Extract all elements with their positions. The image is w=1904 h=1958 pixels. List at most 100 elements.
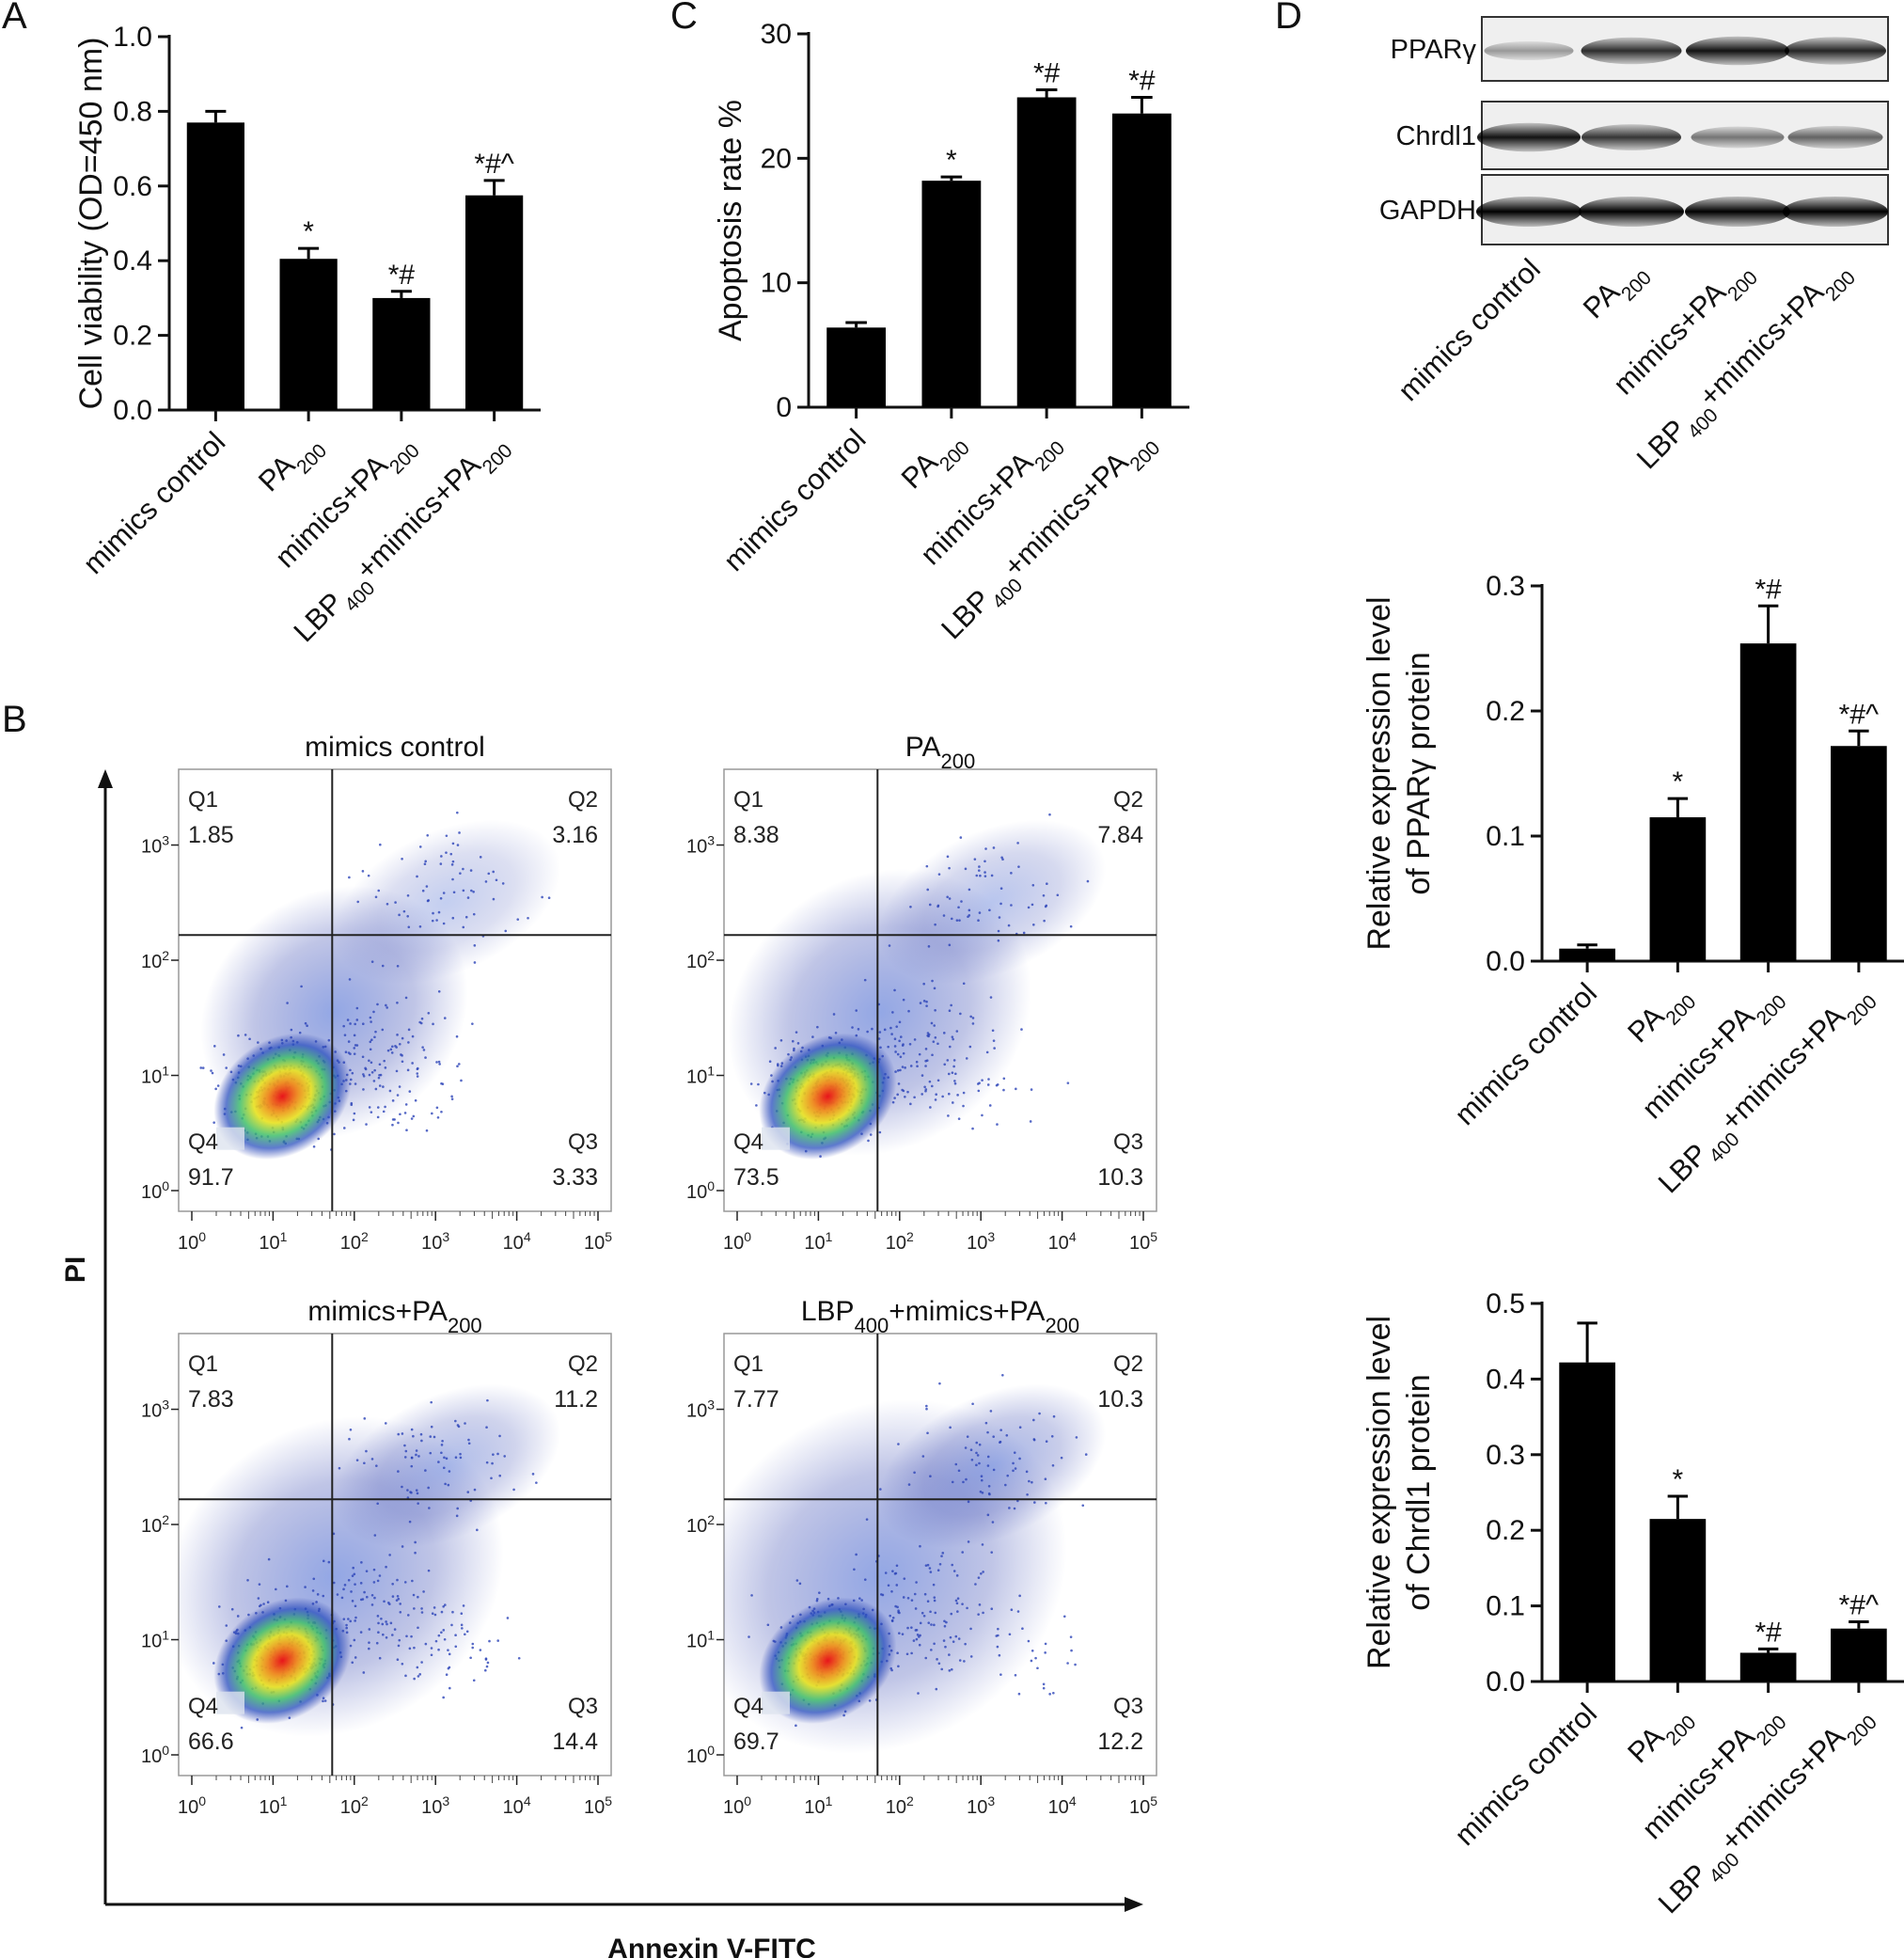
quadrant-q1-value: 7.83	[188, 1386, 234, 1413]
flow-x-tick-label: 102	[886, 1793, 914, 1818]
bar	[826, 327, 887, 407]
significance-label: *#	[1755, 1617, 1782, 1648]
quadrant-q3-label: Q3	[568, 1129, 598, 1155]
flow-cytometry-panel: PI Annexin V-FITC mimics control Q1 1.85 Q2…	[60, 732, 1157, 1958]
flow-y-tick-label: 100	[141, 1178, 169, 1203]
blot-lane-label: PA200	[1577, 252, 1656, 331]
blot-band	[1785, 37, 1886, 65]
blot-lane-label: mimics control	[1392, 252, 1547, 407]
significance-label: *	[1673, 766, 1684, 797]
x-tick-label: mimics control	[77, 425, 232, 580]
panel-letter-d: D	[1275, 0, 1302, 37]
flow-x-tick-label: 105	[1129, 1229, 1157, 1254]
y-tick-label: 0.5	[1486, 1288, 1525, 1319]
y-axis-label-line: Relative expression level	[1361, 1316, 1397, 1669]
quadrant-q1-label: Q1	[188, 1351, 218, 1377]
blot-band	[1581, 124, 1681, 150]
x-tick-label: PA200	[252, 425, 331, 504]
y-tick-label: 0.4	[1486, 1364, 1525, 1395]
ppar-gamma-expression-chart: 0.0 0.1 0.2 0.3 mimics control * PA200 *# mimics…	[1361, 571, 1904, 1199]
y-tick-label: 0.6	[113, 171, 152, 202]
x-tick-label: PA200	[1621, 1697, 1700, 1776]
flow-x-tick-label: 101	[804, 1793, 832, 1818]
x-tick-label: PA200	[1621, 976, 1700, 1055]
flow-plot-title: mimics control	[305, 732, 485, 763]
bar	[1649, 817, 1707, 961]
flow-y-tick-label: 103	[686, 833, 715, 858]
flow-x-tick-label: 100	[178, 1229, 206, 1254]
significance-label: *#^	[1839, 699, 1879, 730]
x-tick-label: mimics+PA200	[1635, 1697, 1790, 1852]
flow-x-tick-label: 101	[804, 1229, 832, 1254]
flow-y-tick-label: 103	[141, 833, 169, 858]
y-tick-label: 0.0	[1486, 1666, 1525, 1697]
y-axis-label: Cell viability (OD=450 nm)	[73, 38, 109, 410]
significance-label: *#	[1128, 65, 1156, 96]
y-tick-label: 1.0	[113, 22, 152, 53]
quadrant-q4-value: 66.6	[188, 1729, 234, 1755]
bar	[921, 181, 982, 407]
bar	[1739, 1652, 1797, 1682]
blot-band	[1477, 122, 1581, 152]
flow-x-tick-label: 103	[421, 1793, 449, 1818]
quadrant-q4-value: 73.5	[733, 1164, 779, 1191]
flow-x-tick-label: 103	[421, 1229, 449, 1254]
y-tick-label: 30	[761, 19, 792, 50]
y-tick-label: 0.2	[1486, 1515, 1525, 1546]
annexin-axis-arrowhead	[1125, 1897, 1143, 1912]
flow-y-tick-label: 102	[686, 1512, 715, 1537]
bar	[465, 195, 524, 410]
flow-x-tick-label: 100	[723, 1793, 751, 1818]
blot-band	[1686, 36, 1789, 66]
y-tick-label: 0.1	[1486, 1591, 1525, 1622]
quadrant-q1-label: Q1	[733, 1351, 763, 1377]
flow-plots: mimics control Q1 1.85 Q2 3.16 Q3 3.33 Q4 91.7 10…	[141, 732, 1157, 1818]
quadrant-q3-label: Q3	[1113, 1694, 1143, 1719]
flow-events	[199, 811, 561, 1161]
bar	[1831, 1628, 1887, 1682]
flow-y-tick-label: 101	[686, 1064, 715, 1088]
y-axis-label-line: of Chrdl1 protein	[1401, 1374, 1437, 1610]
x-tick-label: mimics control	[717, 422, 873, 577]
y-tick-label: 0.2	[1486, 696, 1525, 727]
significance-label: *#^	[474, 149, 513, 180]
chrdl1-expression-chart: 0.0 0.1 0.2 0.3 0.4 0.5 mimics control * PA200 *#…	[1361, 1288, 1904, 1919]
flow-y-tick-label: 101	[141, 1064, 169, 1088]
cell-viability-chart: 0.0 0.2 0.4 0.6 0.8 1.0 mimics control * PA200 *#…	[73, 22, 541, 648]
flow-plot: mimics+PA200 Q1 7.83 Q2 11.2 Q3 14.4 Q4 66.6 100 1…	[141, 1296, 612, 1818]
x-tick-label: mimics control	[1448, 1697, 1603, 1852]
panel-letter-b: B	[2, 699, 27, 740]
y-tick-label: 0.1	[1486, 821, 1525, 852]
y-tick-label: 0.0	[113, 395, 152, 426]
significance-label: *#	[1755, 574, 1782, 605]
flow-y-tick-label: 102	[686, 948, 715, 972]
blot-row-label: Chrdl1	[1396, 121, 1476, 151]
blot-band	[1685, 197, 1790, 227]
flow-plot: mimics control Q1 1.85 Q2 3.16 Q3 3.33 Q4 91.7 10…	[141, 732, 612, 1254]
y-tick-label: 20	[761, 143, 792, 174]
annexin-axis-label: Annexin V-FITC	[607, 1934, 816, 1958]
significance-label: *	[946, 145, 957, 176]
quadrant-q3-value: 14.4	[552, 1729, 598, 1755]
quadrant-q4-label: Q4	[188, 1694, 218, 1719]
pi-axis-label: PI	[60, 1256, 91, 1283]
flow-x-tick-label: 102	[340, 1793, 369, 1818]
flow-x-tick-label: 102	[886, 1229, 914, 1254]
blot-band	[1484, 40, 1574, 61]
quadrant-q2-value: 11.2	[554, 1386, 598, 1413]
quadrant-q2-value: 7.84	[1097, 822, 1143, 848]
pi-axis-arrowhead	[98, 769, 113, 788]
flow-y-tick-label: 100	[141, 1743, 169, 1767]
bar	[279, 259, 338, 410]
quadrant-q4-value: 69.7	[733, 1729, 779, 1755]
flow-events	[728, 813, 1107, 1161]
flow-x-tick-label: 105	[584, 1793, 612, 1818]
quadrant-q1-value: 8.38	[733, 822, 779, 848]
flow-x-tick-label: 105	[1129, 1793, 1157, 1818]
flow-x-tick-label: 104	[1048, 1793, 1077, 1818]
x-tick-label: mimics+PA200	[1635, 976, 1790, 1131]
quadrant-q3-value: 12.2	[1097, 1729, 1143, 1755]
flow-plot-title: LBP400+mimics+PA200	[801, 1296, 1079, 1337]
quadrant-q4-label: Q4	[188, 1129, 218, 1155]
